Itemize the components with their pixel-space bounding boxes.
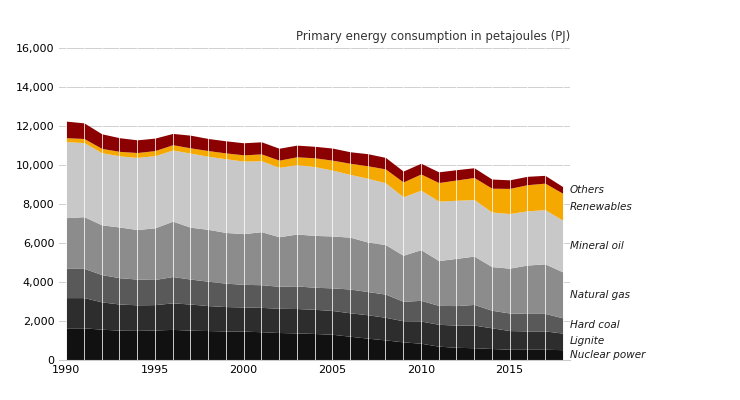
Text: Lignite: Lignite bbox=[570, 336, 605, 346]
Text: Renewables: Renewables bbox=[570, 202, 633, 212]
Text: Natural gas: Natural gas bbox=[570, 290, 630, 300]
Text: Primary energy consumption in petajoules (PJ): Primary energy consumption in petajoules… bbox=[295, 30, 570, 43]
Text: Mineral oil: Mineral oil bbox=[570, 241, 624, 251]
Text: Nuclear power: Nuclear power bbox=[570, 350, 645, 360]
Text: Others: Others bbox=[570, 185, 605, 195]
Text: Hard coal: Hard coal bbox=[570, 320, 619, 330]
